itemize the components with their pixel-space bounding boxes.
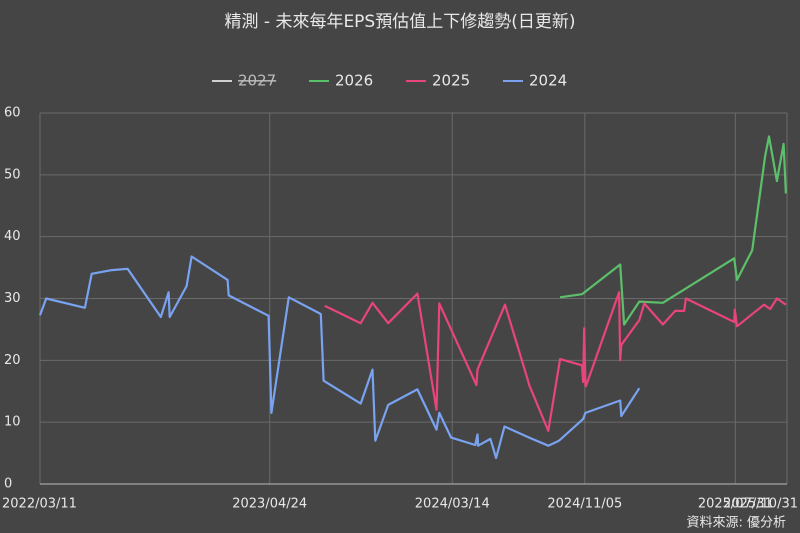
x-tick-label: 2023/04/24: [232, 497, 307, 512]
x-tick-label: 2025/10/31: [723, 497, 798, 512]
y-tick-label: 10: [4, 415, 21, 430]
legend-label: 2026: [335, 72, 373, 90]
series-line: [559, 135, 787, 326]
legend-label: 2024: [529, 72, 567, 90]
y-tick-label: 60: [4, 106, 21, 121]
x-tick-label: 2024/03/14: [415, 497, 490, 512]
y-tick-label: 50: [4, 167, 21, 182]
y-tick-label: 0: [4, 477, 12, 492]
x-tick-label: 2024/11/05: [547, 497, 622, 512]
x-tick-label: 2022/03/11: [2, 497, 77, 512]
source-note: 資料來源: 優分析: [686, 516, 786, 531]
series-line: [324, 291, 787, 432]
y-tick-label: 40: [4, 229, 21, 244]
chart-title: 精測 - 未來每年EPS預估值上下修趨勢(日更新): [225, 12, 576, 32]
series-line: [38, 255, 641, 460]
y-tick-label: 20: [4, 353, 21, 368]
x-tick-label: 2025/07/31: [698, 497, 773, 512]
y-tick-label: 30: [4, 291, 21, 306]
legend-label: 2027: [238, 72, 276, 90]
legend-label: 2025: [432, 72, 470, 90]
